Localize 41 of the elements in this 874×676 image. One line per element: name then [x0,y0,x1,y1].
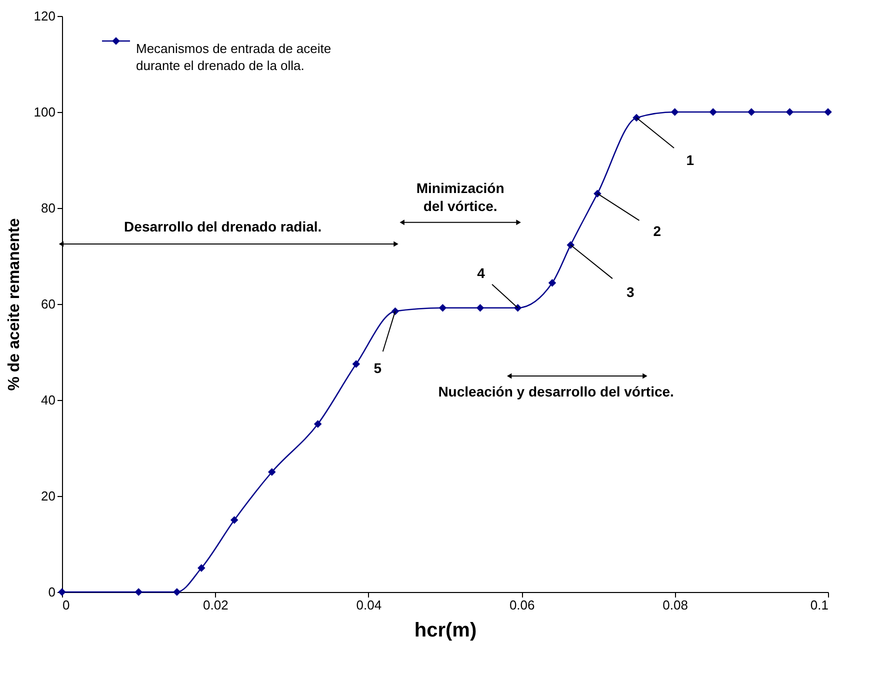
annotation: 1 [686,152,694,168]
point [786,108,794,116]
x-tick-label: 0 [62,598,70,612]
x-axis-title: hcr(m) [414,620,477,642]
point [476,304,484,312]
x-tick-label: 0.02 [203,598,228,612]
point [824,108,832,116]
annotation: Minimización del vórtice. [416,180,504,214]
point [594,190,602,198]
annotation: Desarrollo del drenado radial. [124,218,322,234]
point [134,588,142,596]
y-tick-label: 120 [34,8,56,24]
point [230,516,238,524]
x-tick-label: 0.08 [662,598,688,612]
y-axis-title: % de aceite remanente [6,218,23,391]
legend-label: Mecanismos de entrada de aceite durante el drenado de la olla. [136,41,332,73]
x-tick-label: 0.1 [810,598,828,612]
y-tick-label: 20 [41,488,56,504]
point [198,564,206,572]
point [709,108,717,116]
point [314,420,322,428]
annotation: 2 [653,223,662,239]
y-tick-label: 100 [34,104,56,120]
annotation: Nucleación y desarrollo del vórtice. [438,384,674,400]
x-tick-label: 0.04 [356,598,382,612]
point [670,108,679,116]
y-tick-label: 80 [41,200,56,216]
point [748,108,756,116]
point [173,588,181,596]
y-tick-label: 60 [41,296,56,312]
point [438,304,447,312]
annotation: 5 [374,360,382,376]
y-tick-label: 0 [48,584,56,600]
point [352,360,360,368]
annotation: 3 [626,284,634,300]
annotation: 4 [477,265,486,282]
y-tick-label: 40 [41,392,56,408]
point [548,279,556,287]
x-tick-label: 0.06 [509,598,535,612]
point [268,468,276,476]
point [566,241,574,249]
